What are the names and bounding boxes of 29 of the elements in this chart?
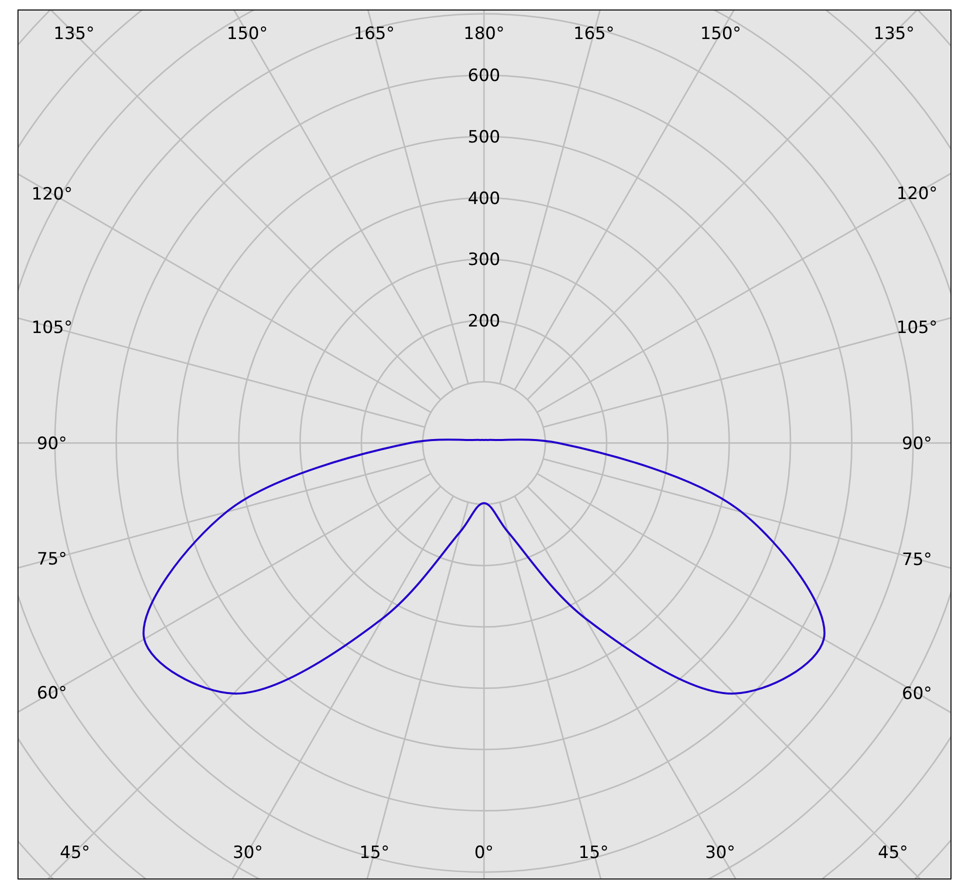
spoke-label: 30°: [232, 842, 263, 863]
spoke-label: 105°: [32, 318, 72, 338]
spoke-label: 90°: [36, 434, 68, 454]
spoke-label: 60°: [902, 684, 932, 704]
spoke-label: 45°: [878, 842, 908, 863]
spoke-label: 90°: [902, 434, 932, 454]
spoke-label: 120°: [896, 184, 938, 204]
spoke-label: 135°: [54, 24, 94, 44]
spoke-label: 165°: [354, 24, 395, 44]
spoke-label: 60°: [36, 683, 68, 704]
spoke-label: 165°: [573, 24, 614, 44]
spoke-label: 15°: [578, 842, 609, 863]
y-tick-label: 500: [468, 127, 500, 148]
y-tick-label: 400: [468, 188, 500, 209]
y-tick-label: 300: [468, 250, 500, 270]
spoke-label: 150°: [700, 24, 742, 44]
spoke-label: 45°: [60, 842, 90, 863]
y-tick-label: 200: [468, 311, 500, 332]
spoke-label: 75°: [36, 550, 68, 570]
spoke-label: 75°: [902, 550, 932, 570]
spoke-label: 30°: [705, 842, 736, 863]
spoke-label: 15°: [359, 842, 390, 863]
spoke-label: 120°: [32, 184, 72, 205]
y-tick-label: 600: [468, 66, 500, 86]
spoke-label: 180°: [464, 24, 504, 44]
spoke-label: 0°: [474, 842, 494, 863]
spoke-label: 150°: [226, 24, 268, 44]
spoke-label: 135°: [874, 24, 914, 44]
spoke-label: 105°: [896, 318, 938, 338]
